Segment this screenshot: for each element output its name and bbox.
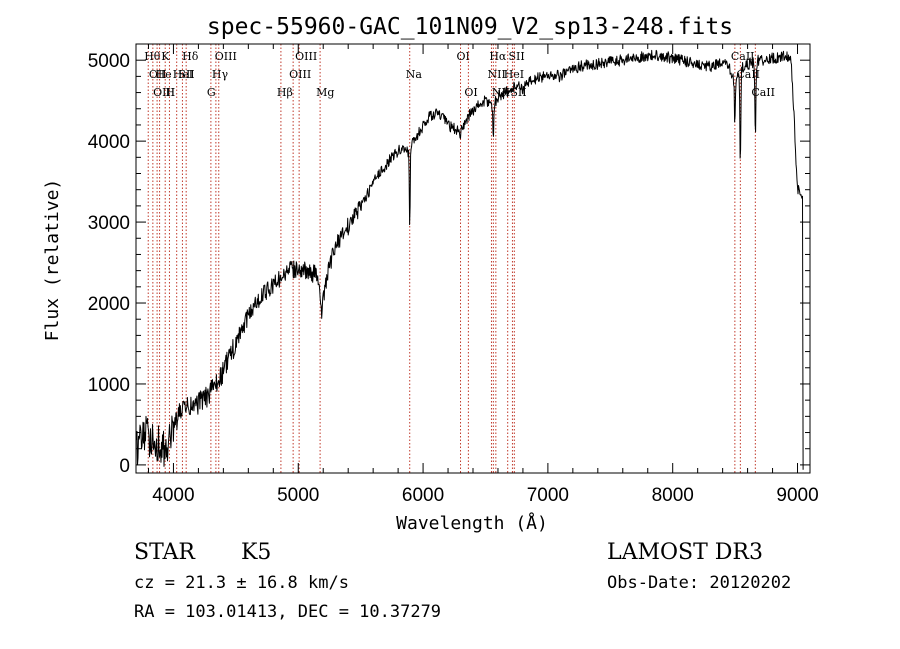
redshift-velocity: cz = 21.3 ± 16.8 km/s [134, 573, 349, 593]
object-class: STAR [134, 540, 195, 565]
y-tick-label: 4000 [88, 132, 130, 153]
spectrum-chart: spec-55960-GAC_101N09_V2_sp13-248.fits H… [42, 14, 819, 534]
chart-title: spec-55960-GAC_101N09_V2_sp13-248.fits [207, 14, 733, 40]
line-marker-label: OIII [289, 68, 311, 81]
x-tick-label: 6000 [402, 485, 444, 506]
line-marker-label: G [207, 86, 216, 99]
observation-date: Obs-Date: 20120202 [607, 573, 792, 593]
line-marker-label: HeI [504, 68, 524, 81]
y-tick-label: 1000 [88, 375, 130, 396]
line-marker-label: Hβ [277, 86, 293, 99]
line-marker-label: OI [457, 50, 470, 63]
y-tick-label: 5000 [88, 51, 130, 72]
line-marker-label: HeI [173, 68, 193, 81]
line-marker-label: SII [178, 68, 194, 81]
spectrum-line [135, 49, 804, 470]
line-marker-label: Hα [489, 50, 507, 63]
x-axis-label: Wavelength (Å) [396, 512, 548, 534]
y-tick-label: 0 [119, 456, 130, 477]
y-axis-label: Flux (relative) [42, 179, 63, 342]
line-marker-label: OII [149, 68, 167, 81]
x-tick-label: 8000 [652, 485, 694, 506]
y-tick-label: 2000 [88, 294, 130, 315]
y-tick-label: 3000 [88, 213, 130, 234]
line-marker-label: SII [508, 50, 524, 63]
x-tick-label: 7000 [527, 485, 569, 506]
object-subclass: K5 [241, 540, 272, 565]
line-marker-label: OI [464, 86, 477, 99]
line-marker-label: Mg [316, 86, 334, 99]
line-marker-label: Hγ [212, 68, 229, 81]
survey-name: LAMOST DR3 [607, 540, 763, 565]
line-marker-label: Na [406, 68, 423, 81]
x-tick-label: 4000 [152, 485, 194, 506]
line-marker-label: Hθ [144, 50, 161, 63]
x-tick-label: 5000 [277, 485, 319, 506]
line-marker-label: H [165, 86, 175, 99]
line-marker-label: CaII [751, 86, 775, 99]
ra-dec-coordinates: RA = 103.01413, DEC = 10.37279 [134, 602, 442, 622]
line-marker-label: CaII [731, 50, 755, 63]
line-marker-label: K [161, 50, 170, 63]
line-marker-label: OIII [153, 86, 175, 99]
x-tick-label: 9000 [776, 485, 818, 506]
line-marker-label: Hδ [182, 50, 199, 63]
line-marker-label: OIII [215, 50, 237, 63]
line-marker-label: He [156, 68, 172, 81]
line-marker-label: NII [487, 68, 505, 81]
line-marker-label: OIII [295, 50, 317, 63]
